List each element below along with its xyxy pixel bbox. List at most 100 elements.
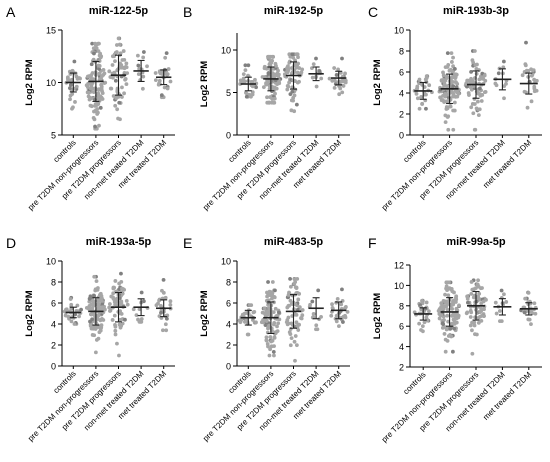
panel-b-data-point (336, 67, 340, 72)
panel-a-data-point (163, 55, 168, 60)
panel-d-data-point (108, 308, 113, 313)
panel-a-data-point (91, 77, 96, 82)
panel-d-data-point (134, 313, 139, 318)
panel-d-ytick-label: 2 (51, 341, 56, 351)
panel-b-data-point (330, 78, 335, 83)
panel-e-ytick-label: 2 (226, 341, 231, 351)
panel-c-ytick-label: 6 (399, 68, 404, 78)
panel-d-data-point (163, 322, 168, 327)
panel-f-data-point (476, 278, 480, 283)
panel-b-data-point (287, 80, 291, 85)
panel-a-data-point (90, 41, 95, 46)
panel-a-data-point (113, 78, 118, 83)
panel-b-ytick-label: 10 (221, 46, 231, 56)
panel-b-data-point (295, 52, 300, 57)
panel-a-data-point (96, 87, 101, 92)
panel-b-data-point (317, 69, 322, 74)
panel-f-ytick-label: 12 (394, 261, 404, 271)
panel-f-data-point (427, 309, 431, 314)
panel-b-data-point (300, 67, 305, 72)
panel-f-data-point (443, 349, 448, 354)
panel-c-data-point (502, 96, 506, 101)
panel-d-data-point (141, 299, 146, 304)
panel-e-data-point (314, 323, 319, 328)
panel-d-data-point (124, 298, 129, 303)
panel-a-data-point (156, 82, 161, 87)
panel-a-data-point (122, 91, 126, 96)
panel-f-data-point (454, 294, 459, 299)
panel-b-data-point (243, 63, 248, 68)
panel-a-data-point (164, 51, 169, 55)
panel-d-ytick-label: 4 (51, 320, 56, 330)
panel-e-data-point (293, 285, 298, 290)
panel-f-data-point (445, 338, 450, 343)
panel-b-data-point (253, 77, 257, 82)
panel-f-data-point (437, 316, 442, 321)
panel-e-data-point (287, 330, 292, 335)
panel-e-data-point (289, 336, 294, 340)
panel-f-data-point (450, 349, 455, 354)
panel-a-data-point (92, 117, 97, 122)
panel-a-data-point (121, 49, 126, 53)
panel-e-data-point (341, 320, 345, 324)
panel-f-data-point (442, 332, 447, 336)
panel-c-data-point (452, 108, 457, 113)
panel-a-data-point (115, 107, 120, 112)
panel-f-data-point (494, 311, 499, 316)
panel-d-data-point (115, 341, 119, 346)
panel-d-data-point (168, 302, 173, 307)
panel-b-data-point (246, 73, 250, 78)
panel-f-data-point (523, 296, 528, 301)
panel-f-data-point (504, 300, 509, 304)
panel-f-data-point (465, 294, 470, 299)
panel-a-data-point (67, 78, 72, 83)
panel-a-data-point (99, 76, 103, 81)
panel-e-data-point (267, 306, 272, 311)
panel-d-data-point (92, 293, 96, 298)
panel-e-data-point (339, 302, 344, 307)
panel-d-data-point (99, 323, 104, 328)
panel-f-data-point (420, 324, 425, 329)
panel-e-data-point (254, 320, 258, 325)
panel-e-data-point (273, 288, 277, 293)
panel-f-data-point (533, 311, 538, 316)
panel-c-data-point (452, 66, 457, 71)
panel-c-data-point (419, 94, 424, 99)
panel-f-data-point (478, 310, 483, 315)
panel-a-data-point (118, 51, 123, 56)
panel-d-data-point (112, 313, 117, 318)
panel-c-data-point (420, 102, 425, 106)
panel-e-data-point (311, 311, 316, 316)
panel-b-data-point (290, 89, 295, 94)
panel-a-data-point (114, 50, 119, 54)
panel-c-data-point (468, 85, 473, 90)
panel-b-data-point (265, 80, 270, 85)
panel-b-data-point (241, 72, 246, 77)
panel-b-data-point (343, 78, 348, 83)
panel-f-data-point (424, 315, 429, 320)
panel-d-data-point (139, 320, 144, 324)
panel-b-data-point (277, 81, 282, 86)
panel-f-data-point (484, 297, 488, 302)
panel-e-data-point (319, 314, 323, 319)
panel-c-data-point (450, 60, 454, 64)
panel-d-data-point (89, 312, 94, 317)
panel-a-data-point (96, 49, 101, 54)
panel-b-data-point (289, 98, 294, 103)
panel-a-data-point (168, 79, 173, 84)
panel-c-data-point (427, 83, 432, 88)
panel-d-data-point (131, 307, 136, 312)
panel-b-ylabel: Log2 RPM (199, 61, 210, 108)
panel-e-data-point (288, 343, 293, 348)
panel-a-data-point (65, 75, 70, 80)
panel-f-data-point (446, 293, 451, 298)
panel-a-data-point (87, 97, 92, 102)
panel-e-data-point (270, 280, 275, 284)
panel-f-data-point (470, 351, 475, 356)
panel-a-data-point (87, 90, 91, 95)
panel-a-data-point (165, 72, 170, 77)
panel-c-data-point (476, 113, 481, 118)
panel-c-data-point (415, 96, 420, 101)
panel-e-data-point (264, 319, 269, 323)
panel-f-data-point (471, 295, 476, 300)
